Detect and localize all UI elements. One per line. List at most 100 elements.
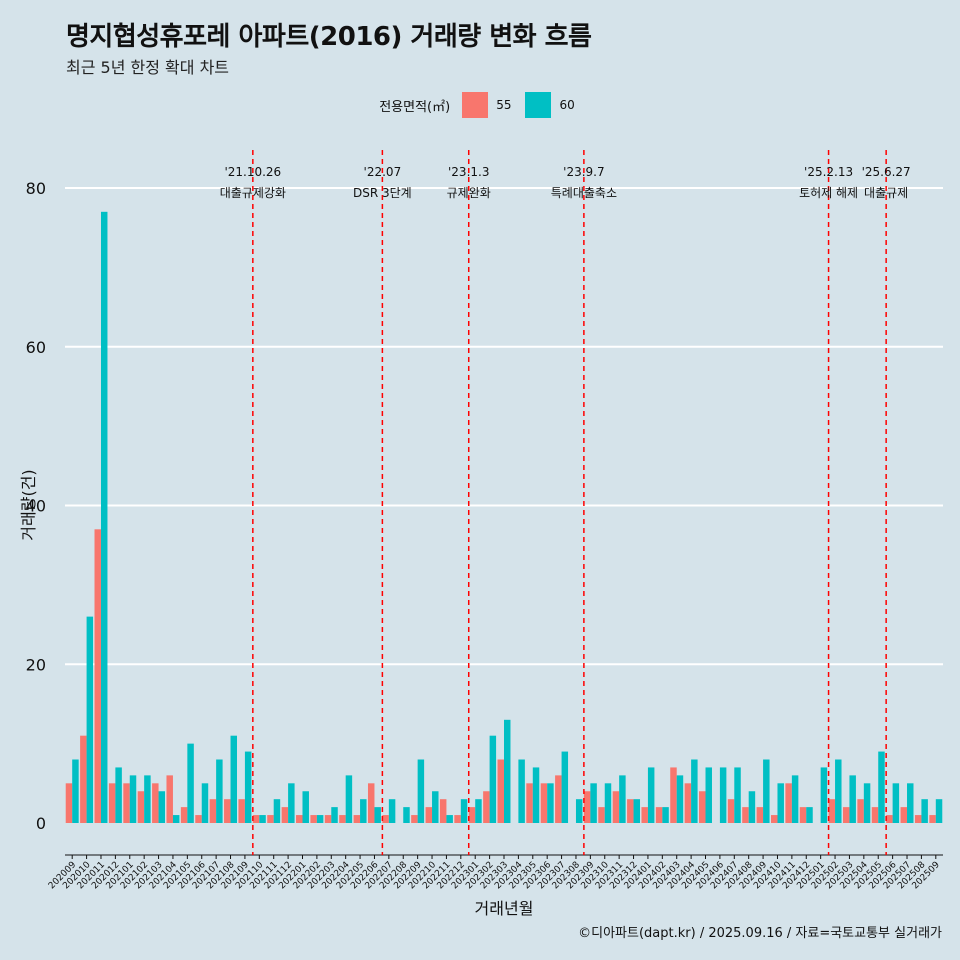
event-name-label: 대출규제강화 — [220, 186, 286, 200]
bar-55-202204 — [339, 815, 346, 823]
bar-55-202506 — [886, 815, 893, 823]
bar-60-202209 — [417, 759, 425, 823]
bar-60-202210 — [432, 791, 439, 823]
bar-55-202112 — [281, 807, 289, 823]
event-date-label: '22.07 — [364, 165, 402, 179]
bar-55-202210 — [425, 807, 433, 823]
bar-55-202410 — [770, 815, 778, 823]
event-name-label: 특례대출축소 — [551, 186, 617, 200]
bar-60-202302 — [489, 735, 497, 823]
bar-55-202105 — [180, 807, 188, 823]
bar-55-202401 — [641, 807, 648, 823]
bar-55-202110 — [252, 815, 260, 823]
bar-60-202105 — [187, 743, 194, 823]
bar-60-202303 — [504, 719, 511, 823]
event-date-label: '23.9.7 — [563, 165, 604, 179]
bar-55-202505 — [871, 807, 879, 823]
bar-55-202509 — [929, 815, 936, 823]
bar-60-202107 — [216, 759, 223, 823]
y-tick-label: 40 — [26, 497, 46, 516]
bar-60-202111 — [273, 799, 281, 823]
y-tick-label: 60 — [26, 338, 46, 357]
event-name-label: 규제완화 — [447, 186, 491, 200]
bar-55-202009 — [65, 783, 73, 823]
bar-55-202108 — [224, 799, 231, 823]
event-name-label: DSR 3단계 — [353, 186, 412, 200]
bar-55-202209 — [411, 815, 418, 823]
bar-55-202504 — [857, 799, 864, 823]
bar-60-202402 — [662, 807, 669, 823]
bar-60-202208 — [403, 807, 410, 823]
event-date-label: '21.10.26 — [224, 165, 281, 179]
bar-60-202501 — [820, 767, 828, 823]
bar-55-202409 — [756, 807, 764, 823]
bar-55-202408 — [742, 807, 749, 823]
bar-55-202411 — [785, 783, 792, 823]
bar-60-202102 — [144, 775, 151, 823]
bar-60-202207 — [388, 799, 396, 823]
legend: 전용면적(㎡) 55 60 — [0, 92, 960, 118]
bar-60-202507 — [907, 783, 914, 823]
bar-60-202211 — [446, 815, 453, 823]
bar-60-202108 — [230, 735, 238, 823]
bar-60-202308 — [575, 799, 583, 823]
bar-60-202405 — [705, 767, 712, 823]
bar-55-202502 — [828, 799, 836, 823]
bar-55-202212 — [454, 815, 461, 823]
bar-60-202009 — [72, 759, 79, 823]
bar-55-202405 — [699, 791, 706, 823]
bar-55-202312 — [627, 799, 634, 823]
bar-60-202304 — [518, 759, 525, 823]
legend-title: 전용면적(㎡) — [379, 99, 451, 115]
legend-label-60: 60 — [559, 98, 575, 112]
bar-60-202202 — [316, 815, 324, 823]
chart-subtitle: 최근 5년 한정 확대 차트 — [66, 58, 230, 77]
bar-60-202212 — [460, 799, 468, 823]
bar-60-202502 — [835, 759, 842, 823]
legend-label-55: 55 — [496, 98, 512, 112]
bar-55-202303 — [497, 759, 504, 823]
bar-60-202410 — [777, 783, 784, 823]
bar-60-202010 — [86, 616, 94, 823]
bar-55-202010 — [80, 735, 87, 823]
bar-60-202506 — [892, 783, 900, 823]
y-tick-label: 80 — [26, 179, 46, 198]
bar-55-202412 — [799, 807, 807, 823]
bar-55-202107 — [209, 799, 217, 823]
bar-60-202401 — [647, 767, 655, 823]
bar-60-202309 — [590, 783, 597, 823]
bar-60-202112 — [288, 783, 295, 823]
y-tick-label: 20 — [26, 655, 46, 674]
legend-swatch-60 — [525, 92, 552, 118]
bar-55-202309 — [583, 791, 591, 823]
bar-55-202104 — [166, 775, 173, 823]
bar-60-202508 — [921, 799, 928, 823]
bar-55-202307 — [555, 775, 562, 823]
event-name-label: 대출규제 — [864, 186, 908, 200]
bar-60-202503 — [849, 775, 856, 823]
bar-60-202306 — [547, 783, 554, 823]
bar-55-202012 — [108, 783, 116, 823]
bar-60-202203 — [331, 807, 338, 823]
bar-55-202102 — [137, 791, 145, 823]
bar-55-202111 — [267, 815, 274, 823]
bar-60-202509 — [935, 799, 943, 823]
bar-55-202205 — [353, 815, 361, 823]
bar-55-202407 — [727, 799, 735, 823]
bar-60-202205 — [360, 799, 367, 823]
bar-55-202109 — [238, 799, 245, 823]
bar-60-202310 — [604, 783, 612, 823]
bar-55-202306 — [540, 783, 548, 823]
bar-55-202106 — [195, 815, 202, 823]
bar-60-202305 — [532, 767, 540, 823]
bar-60-202406 — [719, 767, 727, 823]
bar-55-202202 — [310, 815, 317, 823]
bar-60-202409 — [763, 759, 770, 823]
y-tick-label: 0 — [36, 814, 46, 833]
bar-60-202404 — [691, 759, 698, 823]
bar-60-202109 — [244, 751, 252, 823]
bar-60-202106 — [201, 783, 209, 823]
bar-60-202201 — [302, 791, 309, 823]
bar-55-202011 — [94, 529, 101, 823]
